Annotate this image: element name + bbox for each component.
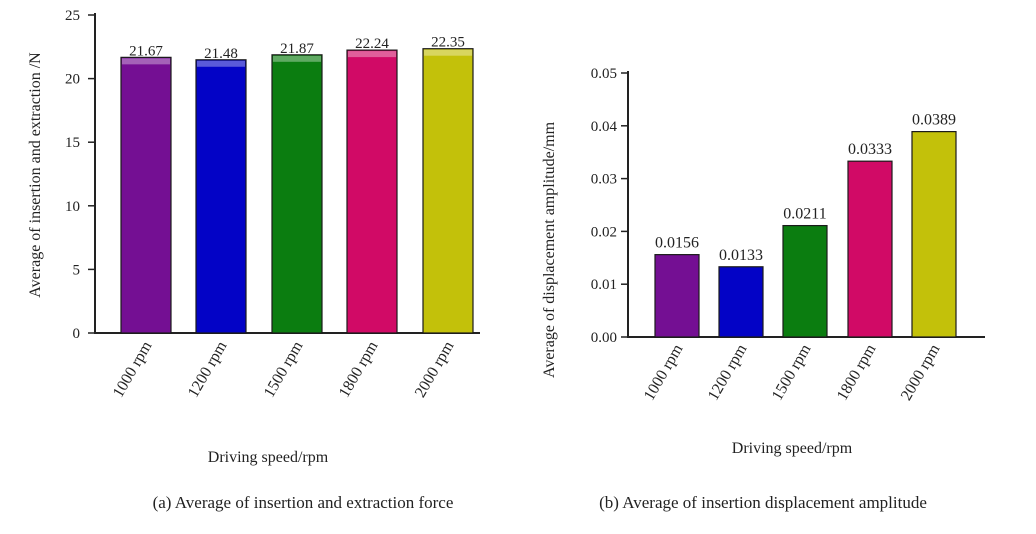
a-data-label: 22.24 [355, 36, 389, 52]
a-data-label: 21.48 [204, 46, 238, 62]
a-category-label: 2000 rpm [412, 338, 458, 400]
a-y-tick-label: 5 [73, 262, 81, 278]
b-bar [911, 131, 957, 338]
b-data-label: 0.0389 [912, 112, 956, 129]
b-bar [654, 254, 700, 338]
a-y-tick-label: 25 [65, 8, 80, 24]
b-y-tick-label: 0.02 [591, 224, 617, 240]
b-category-label: 1500 rpm [769, 341, 815, 403]
a-category-label: 1800 rpm [336, 338, 382, 400]
a-bar-highlight [122, 58, 170, 65]
a-category-label: 1000 rpm [110, 338, 156, 400]
a-bar-highlight [348, 51, 396, 58]
b-data-label: 0.0133 [719, 247, 763, 264]
a-bar [346, 49, 398, 334]
b-data-label: 0.0156 [655, 235, 699, 252]
a-bar-highlight [197, 60, 245, 67]
b-y-tick-label: 0.05 [591, 66, 617, 82]
b-x-axis-title: Driving speed/rpm [732, 440, 853, 457]
b-bar [847, 160, 893, 338]
b-y-tick-label: 0.00 [591, 330, 617, 346]
b-data-label: 0.0333 [848, 141, 892, 158]
chart-b-displacement: 0.00 0.01 0.02 0.03 0.04 0.05 0.0156 1000 rpm 0.… [541, 66, 985, 512]
a-y-tick-label: 15 [65, 135, 80, 151]
a-y-tick-label: 10 [65, 199, 80, 215]
a-x-axis-title: Driving speed/rpm [208, 449, 329, 466]
b-category-label: 1200 rpm [705, 341, 751, 403]
a-bar [120, 56, 172, 334]
b-bar [782, 224, 828, 338]
a-bar-highlight [273, 55, 321, 62]
a-y-tick-label: 20 [65, 72, 80, 88]
a-data-label: 21.67 [129, 43, 163, 59]
a-panel-caption: (a) Average of insertion and extraction … [153, 493, 454, 512]
b-category-label: 1800 rpm [834, 341, 880, 403]
a-bar-highlight [424, 49, 472, 56]
a-y-axis-title: Average of insertion and extraction /N [27, 52, 44, 298]
b-category-label: 2000 rpm [898, 341, 944, 403]
chart-a-force: 0 5 10 15 20 25 21.67 1000 rpm 21.48 1200 rpm 21.8… [27, 8, 480, 512]
b-panel-caption: (b) Average of insertion displacement am… [599, 493, 927, 512]
b-data-label: 0.0211 [783, 206, 826, 223]
b-category-label: 1000 rpm [641, 341, 687, 403]
a-category-label: 1500 rpm [261, 338, 307, 400]
a-bar [271, 54, 323, 334]
a-data-label: 22.35 [431, 35, 465, 51]
b-y-axis-title: Average of displacement amplitude/mm [541, 121, 558, 378]
a-data-label: 21.87 [280, 41, 314, 57]
a-bar [195, 59, 247, 334]
b-y-tick-label: 0.03 [591, 172, 617, 188]
b-y-tick-label: 0.01 [591, 277, 617, 293]
a-y-tick-label: 0 [73, 326, 81, 342]
b-bar [718, 266, 764, 338]
b-y-tick-label: 0.04 [591, 119, 618, 135]
a-category-label: 1200 rpm [185, 338, 231, 400]
a-bar [422, 48, 474, 334]
